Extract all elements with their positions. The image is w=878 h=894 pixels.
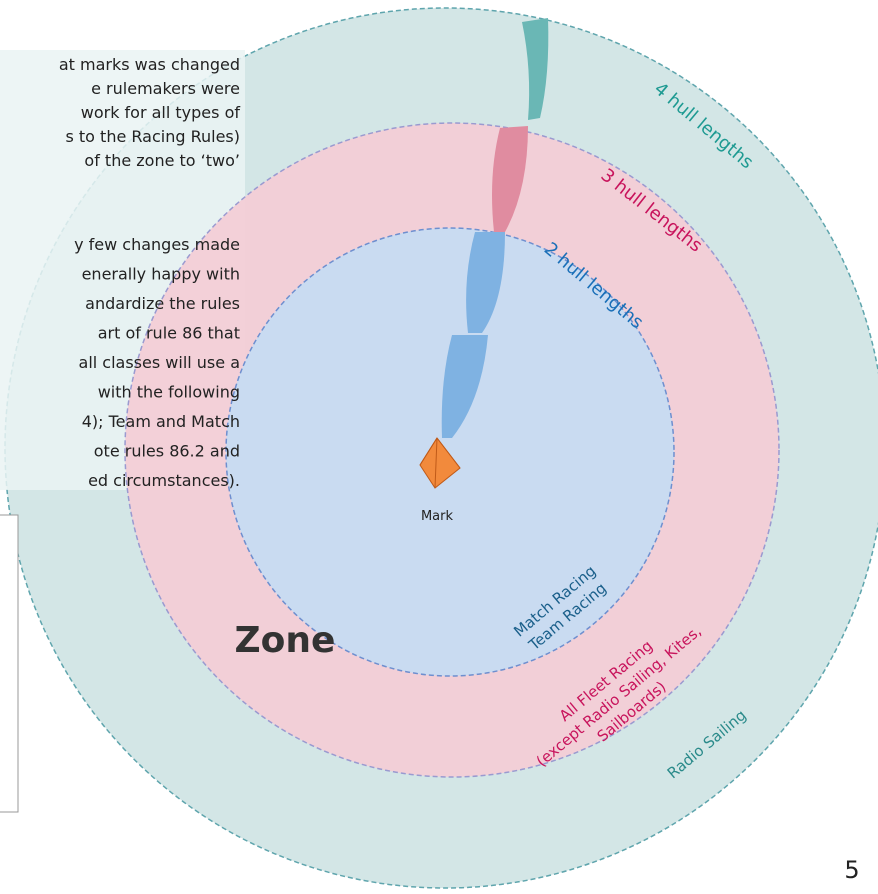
paragraph-line: 4); Team and Match bbox=[82, 412, 240, 431]
paragraph-line: work for all types of bbox=[81, 103, 241, 122]
paragraph: y few changes made enerally happy with and… bbox=[74, 235, 240, 490]
paragraph: at marks was changed e rulemakers were wor… bbox=[59, 55, 241, 170]
paragraph-line: e rulemakers were bbox=[91, 79, 240, 98]
paragraph-line: ote rules 86.2 and bbox=[94, 442, 240, 461]
zone-two-ring bbox=[225, 227, 675, 677]
boat bbox=[492, 126, 528, 232]
side-box bbox=[0, 514, 19, 813]
paragraph-line: all classes will use a bbox=[79, 353, 240, 372]
paragraph-line: at marks was changed bbox=[59, 55, 240, 74]
page-number: 5 bbox=[844, 856, 859, 884]
paragraph-line: enerally happy with bbox=[82, 265, 240, 284]
paragraph-line: of the zone to ‘two’ bbox=[84, 151, 240, 170]
mark-buoy-edges bbox=[419, 437, 461, 489]
paragraph-line: andardize the rules bbox=[85, 294, 240, 313]
boat bbox=[466, 232, 505, 333]
mark-label: Mark bbox=[421, 509, 454, 524]
paragraph-line: art of rule 86 that bbox=[98, 324, 240, 343]
paragraph-line: y few changes made bbox=[74, 235, 240, 254]
zone-label: Zone bbox=[235, 620, 336, 661]
boat bbox=[522, 18, 549, 120]
boat bbox=[441, 335, 488, 438]
paragraph-line: s to the Racing Rules) bbox=[65, 127, 240, 146]
paragraph-line: ed circumstances). bbox=[88, 471, 240, 490]
paragraph-line: with the following bbox=[98, 383, 240, 402]
